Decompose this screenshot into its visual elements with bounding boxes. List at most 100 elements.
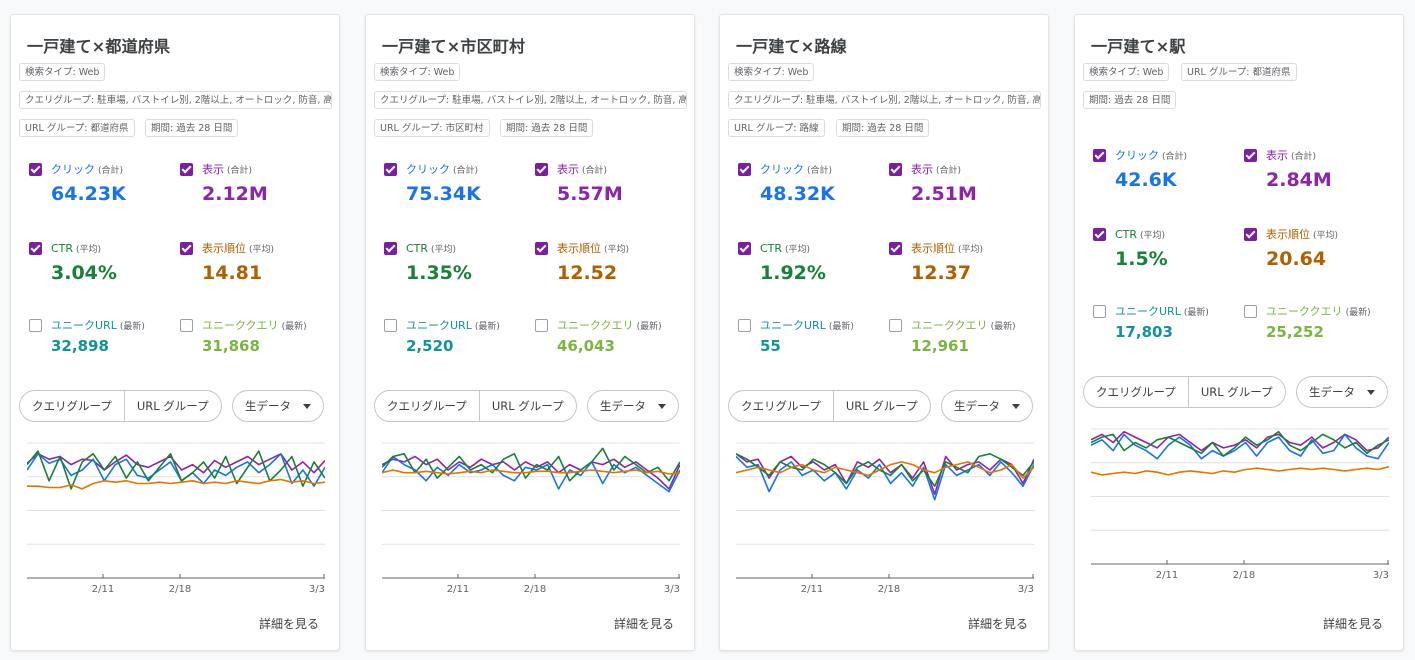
clicks-checkbox[interactable]: [1093, 149, 1106, 162]
unique-query-checkbox[interactable]: [1244, 305, 1257, 318]
x-tick-label: 2/18: [524, 584, 546, 595]
period-chip[interactable]: 期間: 過去 28 日間: [500, 119, 594, 137]
search-type-chip[interactable]: 検索タイプ: Web: [19, 63, 106, 81]
x-tick-label: 3/3: [664, 584, 680, 595]
metric-qualifier: (最新): [990, 322, 1016, 332]
metric-qualifier: (最新): [828, 322, 854, 332]
report-card-line: 一戸建て×路線 検索タイプ: Web クエリグループ: 駐車場, バストイレ別,…: [719, 14, 1049, 651]
raw-data-label: 生データ: [1309, 385, 1355, 399]
ctr-value: 1.5%: [1115, 248, 1168, 270]
metric-label: ユニーククエリ: [911, 319, 988, 332]
raw-data-label: 生データ: [954, 399, 1000, 413]
clicks-checkbox[interactable]: [738, 163, 751, 176]
search-type-chip[interactable]: 検索タイプ: Web: [374, 63, 461, 81]
raw-data-dropdown[interactable]: 生データ: [587, 390, 679, 422]
x-tick-label: 2/18: [169, 584, 191, 595]
unique-query-checkbox[interactable]: [180, 319, 193, 332]
period-chip[interactable]: 期間: 過去 28 日間: [1083, 91, 1177, 109]
ctr-checkbox[interactable]: [384, 242, 397, 255]
metric-qualifier: (平均): [431, 245, 457, 255]
group-toggle: クエリグループ URL グループ: [728, 390, 931, 422]
url-group-button[interactable]: URL グループ: [123, 391, 221, 421]
metric-label: ユニーククエリ: [1266, 305, 1343, 318]
view-details-link[interactable]: 詳細を見る: [613, 617, 674, 631]
url-group-button[interactable]: URL グループ: [832, 391, 930, 421]
trend-chart: 2/11 2/18 3/3: [1091, 428, 1389, 581]
raw-data-dropdown[interactable]: 生データ: [232, 390, 324, 422]
search-type-chip[interactable]: 検索タイプ: Web: [1083, 63, 1170, 81]
view-details-link[interactable]: 詳細を見る: [1322, 617, 1383, 631]
clicks-value: 48.32K: [760, 183, 835, 205]
series-line: [1091, 430, 1389, 457]
period-chip[interactable]: 期間: 過去 28 日間: [145, 119, 239, 137]
metric-qualifier: (最新): [636, 322, 662, 332]
metric-label: 表示順位: [202, 242, 246, 255]
trend-chart: 2/11 2/18 3/3: [382, 442, 680, 595]
metric-label: ユニークURL: [1115, 305, 1181, 318]
ctr-checkbox[interactable]: [29, 242, 42, 255]
position-checkbox[interactable]: [535, 242, 548, 255]
period-chip[interactable]: 期間: 過去 28 日間: [836, 119, 930, 137]
x-tick-label: 3/3: [1018, 584, 1034, 595]
metric-qualifier: (最新): [119, 322, 145, 332]
card-title: 一戸建て×市区町村: [382, 37, 526, 56]
query-group-chip[interactable]: クエリグループ: 駐車場, バストイレ別, 2階以上, オートロック, 防音, …: [374, 91, 687, 109]
impressions-checkbox[interactable]: [889, 163, 902, 176]
impressions-checkbox[interactable]: [180, 163, 193, 176]
raw-data-dropdown[interactable]: 生データ: [941, 390, 1033, 422]
unique-url-checkbox[interactable]: [384, 319, 397, 332]
url-group-button[interactable]: URL グループ: [478, 391, 576, 421]
metric-qualifier: (最新): [1183, 308, 1209, 318]
url-group-chip[interactable]: URL グループ: 路線: [728, 119, 825, 137]
url-group-chip[interactable]: URL グループ: 都道府県: [19, 119, 135, 137]
unique-url-checkbox[interactable]: [1093, 305, 1106, 318]
query-group-button[interactable]: クエリグループ: [32, 399, 112, 413]
ctr-checkbox[interactable]: [1093, 228, 1106, 241]
dropdown-arrow-icon: [1367, 390, 1375, 395]
metric-qualifier: (平均): [76, 245, 102, 255]
query-group-chip[interactable]: クエリグループ: 駐車場, バストイレ別, 2階以上, オートロック, 防音, …: [19, 91, 332, 109]
metric-label: 表示: [557, 163, 579, 176]
search-type-chip[interactable]: 検索タイプ: Web: [728, 63, 815, 81]
impressions-checkbox[interactable]: [1244, 149, 1257, 162]
trend-chart: 2/11 2/18 3/3: [27, 442, 325, 595]
metric-label: ユニーククエリ: [202, 319, 279, 332]
series-line: [736, 453, 1034, 496]
impressions-checkbox[interactable]: [535, 163, 548, 176]
query-group-button[interactable]: クエリグループ: [741, 399, 821, 413]
query-group-button[interactable]: クエリグループ: [387, 399, 467, 413]
raw-data-dropdown[interactable]: 生データ: [1296, 376, 1388, 408]
unique-url-checkbox[interactable]: [738, 319, 751, 332]
metric-label: クリック: [1115, 149, 1159, 162]
metric-label: ユニーククエリ: [557, 319, 634, 332]
clicks-checkbox[interactable]: [384, 163, 397, 176]
metric-label: 表示: [911, 163, 933, 176]
view-details-link[interactable]: 詳細を見る: [258, 617, 319, 631]
ctr-checkbox[interactable]: [738, 242, 751, 255]
x-tick-label: 3/3: [1373, 570, 1389, 581]
trend-chart: 2/11 2/18 3/3: [736, 442, 1034, 595]
clicks-checkbox[interactable]: [29, 163, 42, 176]
unique-url-checkbox[interactable]: [29, 319, 42, 332]
query-group-chip[interactable]: クエリグループ: 駐車場, バストイレ別, 2階以上, オートロック, 防音, …: [728, 91, 1041, 109]
metric-qualifier: (平均): [785, 245, 811, 255]
card-title: 一戸建て×路線: [736, 37, 847, 56]
metric-label: 表示: [1266, 149, 1288, 162]
metric-qualifier: (合計): [1291, 152, 1317, 162]
position-checkbox[interactable]: [180, 242, 193, 255]
impressions-value: 2.84M: [1266, 169, 1332, 191]
unique-query-checkbox[interactable]: [535, 319, 548, 332]
query-group-button[interactable]: クエリグループ: [1096, 385, 1176, 399]
view-details-link[interactable]: 詳細を見る: [967, 617, 1028, 631]
series-line: [27, 478, 325, 490]
position-checkbox[interactable]: [1244, 228, 1257, 241]
url-group-chip[interactable]: URL グループ: 都道府県: [1181, 63, 1297, 81]
metric-qualifier: (合計): [582, 166, 608, 176]
x-tick-label: 3/3: [309, 584, 325, 595]
unique-query-checkbox[interactable]: [889, 319, 902, 332]
url-group-chip[interactable]: URL グループ: 市区町村: [374, 119, 490, 137]
unique-url-value: 2,520: [406, 337, 454, 355]
position-checkbox[interactable]: [889, 242, 902, 255]
url-group-button[interactable]: URL グループ: [1187, 377, 1285, 407]
series-line: [27, 450, 325, 490]
